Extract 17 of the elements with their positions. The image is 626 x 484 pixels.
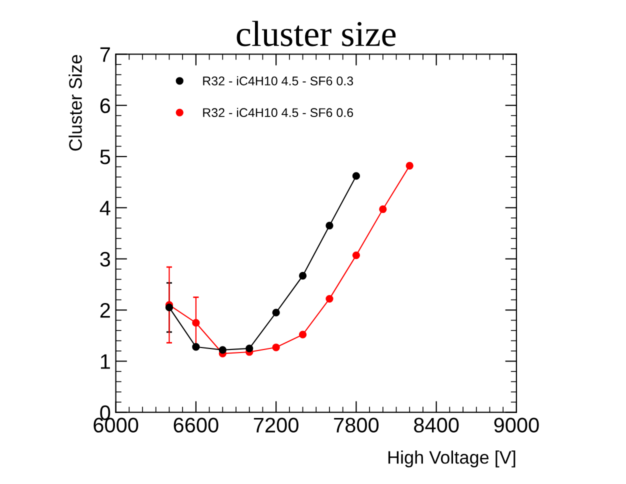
legend-label: R32 - iC4H10 4.5 - SF6 0.3: [203, 76, 354, 86]
y-tick-label: 7: [100, 47, 110, 62]
x-tick-label: 7200: [254, 418, 298, 433]
x-tick-label: 6600: [174, 418, 218, 433]
x-tick-label: 9000: [494, 418, 539, 433]
y-tick-label: 6: [100, 98, 110, 114]
chart-title: cluster size: [236, 20, 396, 46]
x-tick-label: 7800: [334, 418, 379, 433]
y-tick-label: 2: [100, 303, 110, 318]
y-tick-label: 5: [100, 150, 110, 164]
x-tick-label: 8400: [414, 418, 459, 433]
y-axis-title: Cluster Size: [68, 55, 82, 151]
x-axis-title: High Voltage [V]: [388, 450, 516, 468]
y-tick-label: 3: [100, 252, 110, 267]
legend-label: R32 - iC4H10 4.5 - SF6 0.6: [203, 108, 354, 118]
y-tick-label: 1: [100, 354, 110, 369]
y-tick-label: 4: [100, 200, 110, 216]
